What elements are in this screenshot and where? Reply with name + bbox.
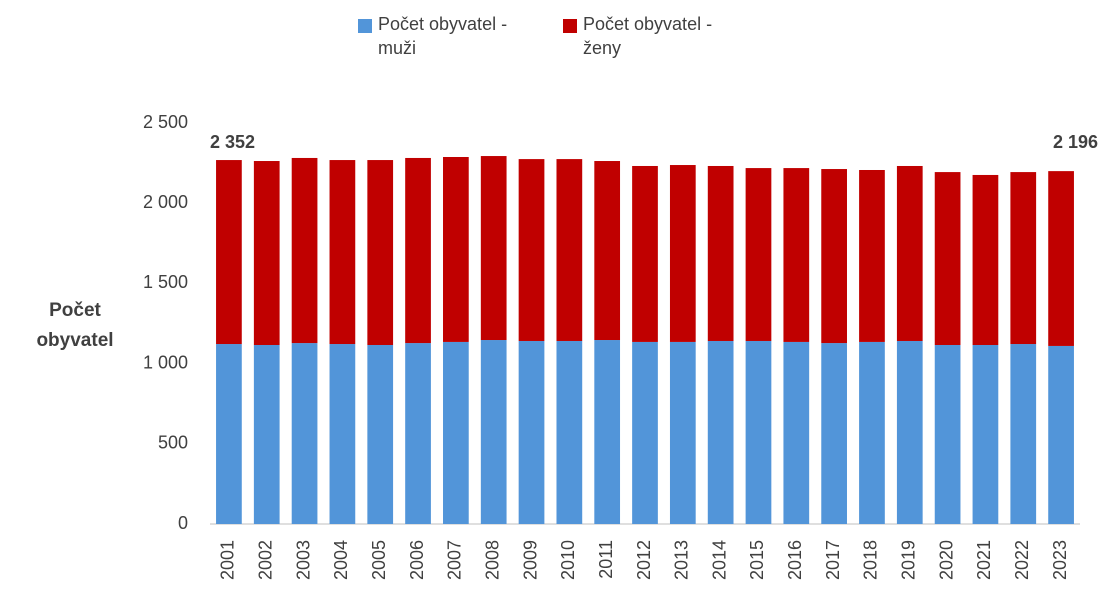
annotation: 2 352	[210, 132, 255, 152]
annotation: 2 196	[1053, 132, 1098, 152]
y-tick-label: 1 000	[143, 352, 188, 372]
bar-segment	[821, 169, 847, 344]
bar-segment	[934, 344, 961, 524]
bar-segment	[367, 344, 394, 524]
bar-segment	[821, 343, 847, 524]
bar-segment	[443, 341, 469, 524]
bar-segment	[291, 343, 318, 524]
bar-segment	[291, 157, 318, 344]
y-tick-label: 2 500	[143, 112, 188, 132]
x-tick-label: 2012	[634, 540, 654, 580]
legend-item: Počet obyvatel - muži	[358, 12, 510, 60]
x-tick-label: 2019	[899, 540, 919, 580]
bar-segment	[1048, 171, 1074, 346]
bar-segment	[972, 174, 999, 345]
legend-label: Počet obyvatel - muži	[378, 14, 508, 58]
x-tick-label: 2022	[1012, 540, 1032, 580]
bar-segment	[972, 344, 999, 524]
legend-label: Počet obyvatel - ženy	[583, 14, 713, 58]
x-tick-label: 2015	[747, 540, 767, 580]
x-tick-label: 2014	[709, 540, 729, 580]
bar-segment	[329, 160, 356, 345]
x-tick-label: 2003	[293, 540, 313, 580]
bar-segment	[783, 168, 810, 342]
legend-swatch	[358, 19, 372, 33]
x-tick-label: 2023	[1050, 540, 1070, 580]
bar-segment	[594, 340, 621, 524]
x-tick-label: 2016	[785, 540, 805, 580]
bar-segment	[594, 161, 621, 341]
bar-segment	[896, 340, 923, 524]
bar-segment	[745, 340, 772, 524]
bar-segment	[518, 340, 545, 524]
y-tick-label: 2 000	[143, 192, 188, 212]
bar-segment	[216, 344, 242, 524]
x-tick-label: 2002	[255, 540, 275, 580]
x-tick-label: 2018	[861, 540, 881, 580]
bar-segment	[443, 157, 469, 342]
x-tick-label: 2004	[331, 540, 351, 580]
x-tick-label: 2020	[936, 540, 956, 580]
y-tick-label: 500	[158, 433, 188, 453]
x-tick-label: 2011	[596, 540, 616, 579]
legend-item: Počet obyvatel - ženy	[563, 12, 715, 60]
bar-segment	[1010, 172, 1037, 345]
bar-segment	[934, 172, 961, 345]
bar-segment	[1010, 344, 1037, 524]
x-tick-label: 2013	[672, 540, 692, 580]
bar-segment	[518, 159, 545, 341]
legend-swatch	[563, 19, 577, 33]
bar-segment	[1048, 345, 1074, 524]
bar-segment	[859, 341, 885, 524]
x-tick-label: 2021	[974, 540, 994, 580]
bar-segment	[707, 340, 734, 524]
bar-segment	[745, 168, 772, 341]
bar-segment	[405, 157, 431, 344]
x-tick-label: 2007	[445, 540, 465, 580]
x-tick-label: 2001	[218, 540, 238, 580]
x-tick-label: 2005	[369, 540, 389, 580]
bar-segment	[480, 340, 507, 524]
y-tick-label: 0	[178, 513, 188, 533]
x-tick-label: 2006	[407, 540, 427, 580]
bar-segment	[632, 165, 658, 342]
bar-segment	[707, 165, 734, 341]
bar-segment	[669, 341, 696, 524]
bar-segment	[783, 341, 810, 524]
bar-segment	[405, 343, 431, 524]
bar-segment	[216, 160, 242, 345]
bar-segment	[480, 156, 507, 341]
bar-segment	[253, 344, 280, 524]
x-tick-label: 2017	[823, 540, 843, 580]
bar-segment	[556, 340, 583, 524]
bar-segment	[329, 344, 356, 524]
bar-segment	[253, 161, 280, 345]
x-tick-label: 2008	[482, 540, 502, 580]
x-tick-label: 2009	[520, 540, 540, 580]
bar-segment	[896, 165, 923, 341]
y-axis-label: Počet obyvatel	[36, 300, 114, 351]
bar-segment	[669, 165, 696, 342]
y-tick-label: 1 500	[143, 272, 188, 292]
bar-segment	[556, 159, 583, 341]
bar-segment	[632, 341, 658, 524]
bar-segment	[859, 169, 885, 342]
bar-segment	[367, 160, 394, 345]
x-tick-label: 2010	[558, 540, 578, 580]
